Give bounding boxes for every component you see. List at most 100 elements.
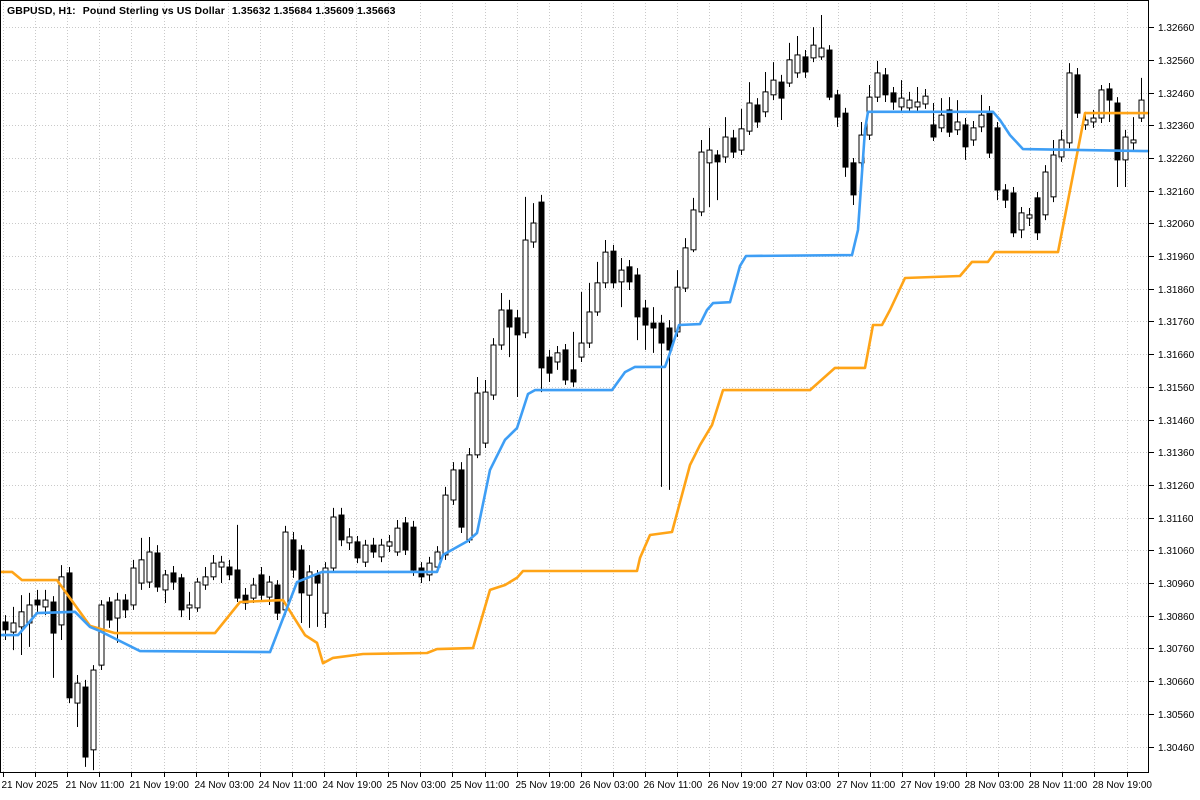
price-label: 1.31360 [1158, 448, 1195, 459]
candle [746, 82, 753, 136]
candle [970, 120, 977, 146]
candle [218, 555, 225, 584]
candle [378, 538, 385, 563]
candle [498, 293, 505, 350]
candle [714, 150, 721, 201]
candle [690, 197, 697, 253]
price-label: 1.31060 [1158, 546, 1195, 557]
candle [522, 196, 529, 339]
candle [730, 129, 737, 158]
chart-title-description: Pound Sterling vs US Dollar [83, 5, 225, 17]
price-label: 1.32360 [1158, 121, 1195, 132]
candle [258, 567, 265, 601]
candle [298, 545, 305, 623]
candle [594, 261, 601, 316]
candle [986, 105, 993, 158]
candle [738, 108, 745, 156]
candle [74, 674, 81, 727]
candle [42, 589, 49, 616]
candle [306, 565, 313, 628]
candle [514, 310, 521, 397]
candle [954, 100, 961, 136]
candle [962, 118, 969, 160]
candle [722, 117, 729, 163]
time-label: 26 Nov 03:00 [580, 780, 640, 791]
candle [346, 528, 353, 551]
candle [1106, 83, 1113, 122]
plot-border [0, 0, 1149, 773]
candle [706, 127, 713, 207]
candle [202, 567, 209, 590]
price-label: 1.30860 [1158, 612, 1195, 623]
candle [106, 597, 113, 628]
price-label: 1.32260 [1158, 154, 1195, 165]
candle [90, 665, 97, 771]
lower-stop-line [0, 110, 1150, 654]
candle [1066, 63, 1073, 149]
candle [1074, 68, 1081, 119]
time-label: 21 Nov 2025 [2, 780, 59, 791]
candle [882, 68, 889, 103]
candle [538, 194, 545, 393]
candle [610, 244, 617, 289]
time-label: 27 Nov 03:00 [772, 780, 832, 791]
time-label: 21 Nov 19:00 [130, 780, 190, 791]
candle [906, 91, 913, 112]
candle [290, 532, 297, 578]
candle [226, 559, 233, 581]
price-label: 1.31960 [1158, 252, 1195, 263]
candle [762, 71, 769, 118]
candle [458, 462, 465, 534]
time-label: 28 Nov 03:00 [965, 780, 1025, 791]
price-label: 1.30760 [1158, 644, 1195, 655]
time-label: 25 Nov 19:00 [516, 780, 576, 791]
candle [194, 577, 201, 612]
price-label: 1.30560 [1158, 710, 1195, 721]
candle [18, 595, 25, 656]
candle [898, 80, 905, 112]
candle [946, 97, 953, 138]
candle [562, 344, 569, 385]
candle [658, 314, 665, 487]
candle [1034, 191, 1041, 241]
time-axis[interactable]: 21 Nov 2025 21 Nov 11:00 21 Nov 19:00 24 No… [2, 773, 1153, 791]
candle [786, 42, 793, 87]
candle [474, 377, 481, 459]
price-label: 1.32160 [1158, 187, 1195, 198]
candle [818, 15, 825, 60]
candle [922, 88, 929, 109]
candle [914, 86, 921, 112]
candle [810, 27, 817, 63]
candle [1042, 165, 1049, 221]
price-label: 1.30460 [1158, 743, 1195, 754]
time-label: 27 Nov 11:00 [837, 780, 896, 791]
time-label: 24 Nov 03:00 [195, 780, 255, 791]
candle [1002, 184, 1009, 208]
candle [178, 573, 185, 618]
candle [10, 606, 17, 651]
price-axis[interactable]: 1.32660 1.32560 1.32460 1.32360 1.32260 1.321… [1149, 23, 1195, 754]
candle [578, 292, 585, 363]
price-label: 1.32460 [1158, 89, 1195, 100]
candle [1138, 77, 1145, 122]
price-label: 1.31460 [1158, 416, 1195, 427]
candle [50, 596, 57, 678]
price-label: 1.31260 [1158, 481, 1195, 492]
candle [402, 517, 409, 555]
candle [1018, 206, 1025, 239]
price-label: 1.32660 [1158, 23, 1195, 34]
candle [682, 238, 689, 293]
candle [978, 94, 985, 133]
candle [586, 282, 593, 348]
candle [114, 592, 121, 643]
candle [490, 338, 497, 400]
candle [850, 157, 857, 206]
candle [130, 559, 137, 610]
candle [602, 240, 609, 289]
candle [466, 448, 473, 543]
candle [754, 98, 761, 128]
candle [930, 103, 937, 141]
candle [210, 554, 217, 581]
